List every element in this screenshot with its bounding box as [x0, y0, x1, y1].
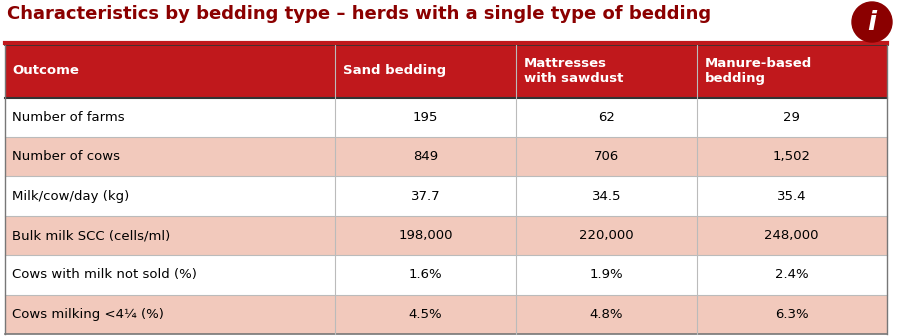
Bar	[4, 137, 335, 176]
Bar	[516, 44, 697, 98]
Bar	[4, 255, 335, 295]
Text: Sand bedding: Sand bedding	[343, 64, 446, 77]
Text: 34.5: 34.5	[591, 190, 621, 203]
Text: 37.7: 37.7	[410, 190, 440, 203]
Text: 62: 62	[598, 111, 615, 124]
Bar	[516, 295, 697, 334]
Text: 1,502: 1,502	[773, 150, 811, 163]
Bar	[697, 216, 886, 255]
Text: 6.3%: 6.3%	[775, 308, 808, 321]
Text: Cows milking <4¼ (%): Cows milking <4¼ (%)	[13, 308, 165, 321]
Bar	[335, 216, 516, 255]
Bar	[516, 137, 697, 176]
Bar	[335, 255, 516, 295]
Text: Milk/cow/day (kg): Milk/cow/day (kg)	[13, 190, 130, 203]
Bar	[697, 137, 886, 176]
Bar	[697, 176, 886, 216]
Bar	[697, 44, 886, 98]
Bar	[4, 176, 335, 216]
Text: Cows with milk not sold (%): Cows with milk not sold (%)	[13, 268, 197, 282]
Bar	[335, 44, 516, 98]
Circle shape	[852, 2, 892, 42]
Text: Manure-based
bedding: Manure-based bedding	[705, 57, 812, 85]
Text: 2.4%: 2.4%	[775, 268, 808, 282]
Text: Characteristics by bedding type – herds with a single type of bedding: Characteristics by bedding type – herds …	[7, 5, 711, 23]
Text: 248,000: 248,000	[764, 229, 819, 242]
Bar	[4, 295, 335, 334]
Bar	[516, 216, 697, 255]
Text: 198,000: 198,000	[399, 229, 453, 242]
Bar	[4, 216, 335, 255]
Text: Outcome: Outcome	[13, 64, 79, 77]
Text: 29: 29	[783, 111, 800, 124]
Bar	[516, 98, 697, 137]
Bar	[516, 255, 697, 295]
Bar	[697, 295, 886, 334]
Bar	[335, 295, 516, 334]
Text: 220,000: 220,000	[580, 229, 634, 242]
Text: 1.6%: 1.6%	[409, 268, 443, 282]
Text: 4.5%: 4.5%	[409, 308, 443, 321]
Text: 195: 195	[413, 111, 438, 124]
Text: 1.9%: 1.9%	[590, 268, 624, 282]
Text: 849: 849	[413, 150, 438, 163]
Text: 706: 706	[594, 150, 619, 163]
Text: 4.8%: 4.8%	[590, 308, 623, 321]
Text: Number of cows: Number of cows	[13, 150, 121, 163]
Text: Number of farms: Number of farms	[13, 111, 125, 124]
Text: Bulk milk SCC (cells/ml): Bulk milk SCC (cells/ml)	[13, 229, 171, 242]
Bar	[516, 176, 697, 216]
Text: i: i	[868, 10, 877, 36]
Text: 35.4: 35.4	[777, 190, 806, 203]
Bar	[335, 176, 516, 216]
Bar	[335, 137, 516, 176]
Bar	[4, 98, 335, 137]
Bar	[335, 98, 516, 137]
Bar	[697, 255, 886, 295]
Bar	[697, 98, 886, 137]
Text: Mattresses
with sawdust: Mattresses with sawdust	[524, 57, 624, 85]
Bar	[4, 44, 335, 98]
